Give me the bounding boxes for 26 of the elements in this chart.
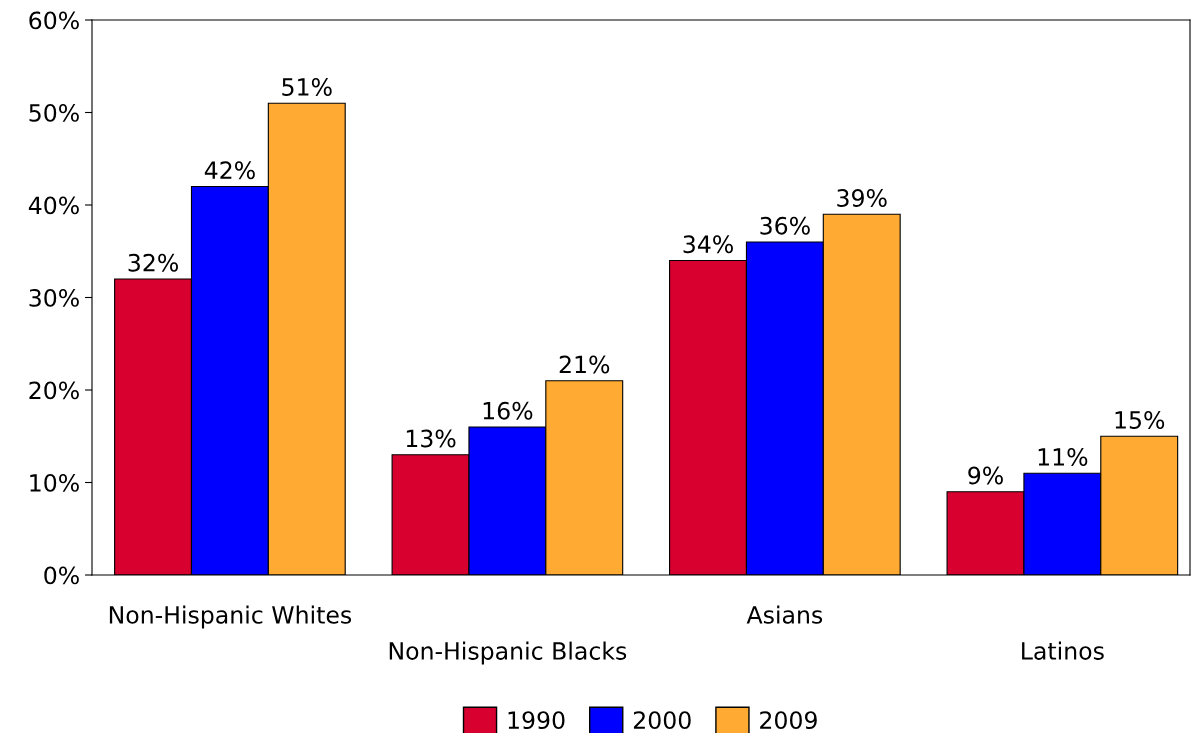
legend-label: 2000 [633, 711, 691, 730]
text: 13% [406, 429, 456, 448]
text: 9% [968, 466, 1003, 485]
y-tick-label: 20% [29, 381, 79, 400]
text: 34% [683, 235, 733, 254]
text: 11% [1038, 448, 1088, 466]
text: 21% [559, 355, 610, 374]
legend-label: 2009 [760, 711, 817, 730]
text: 39% [837, 189, 887, 207]
text: 36% [760, 216, 810, 235]
x-tick-label: Non-Hispanic Whites [109, 605, 352, 629]
text: 16% [483, 401, 533, 420]
y-tick-label: 30% [29, 288, 79, 307]
text: 15% [1115, 411, 1165, 429]
x-tick-label: Non-Hispanic Blacks [389, 641, 627, 665]
x-tick-label: Asians [746, 605, 823, 624]
y-tick-label: 10% [30, 473, 79, 492]
text: 42% [204, 161, 255, 180]
x-tick-label: Latinos [1022, 641, 1104, 660]
text: 32% [128, 253, 178, 272]
y-tick-label: 0% [44, 566, 79, 585]
y-tick-label: 60% [29, 11, 79, 30]
y-tick-label: 40% [28, 196, 79, 215]
y-tick-label: 50% [29, 103, 79, 122]
legend-label: 1990 [508, 711, 565, 730]
text: 51% [282, 78, 332, 96]
